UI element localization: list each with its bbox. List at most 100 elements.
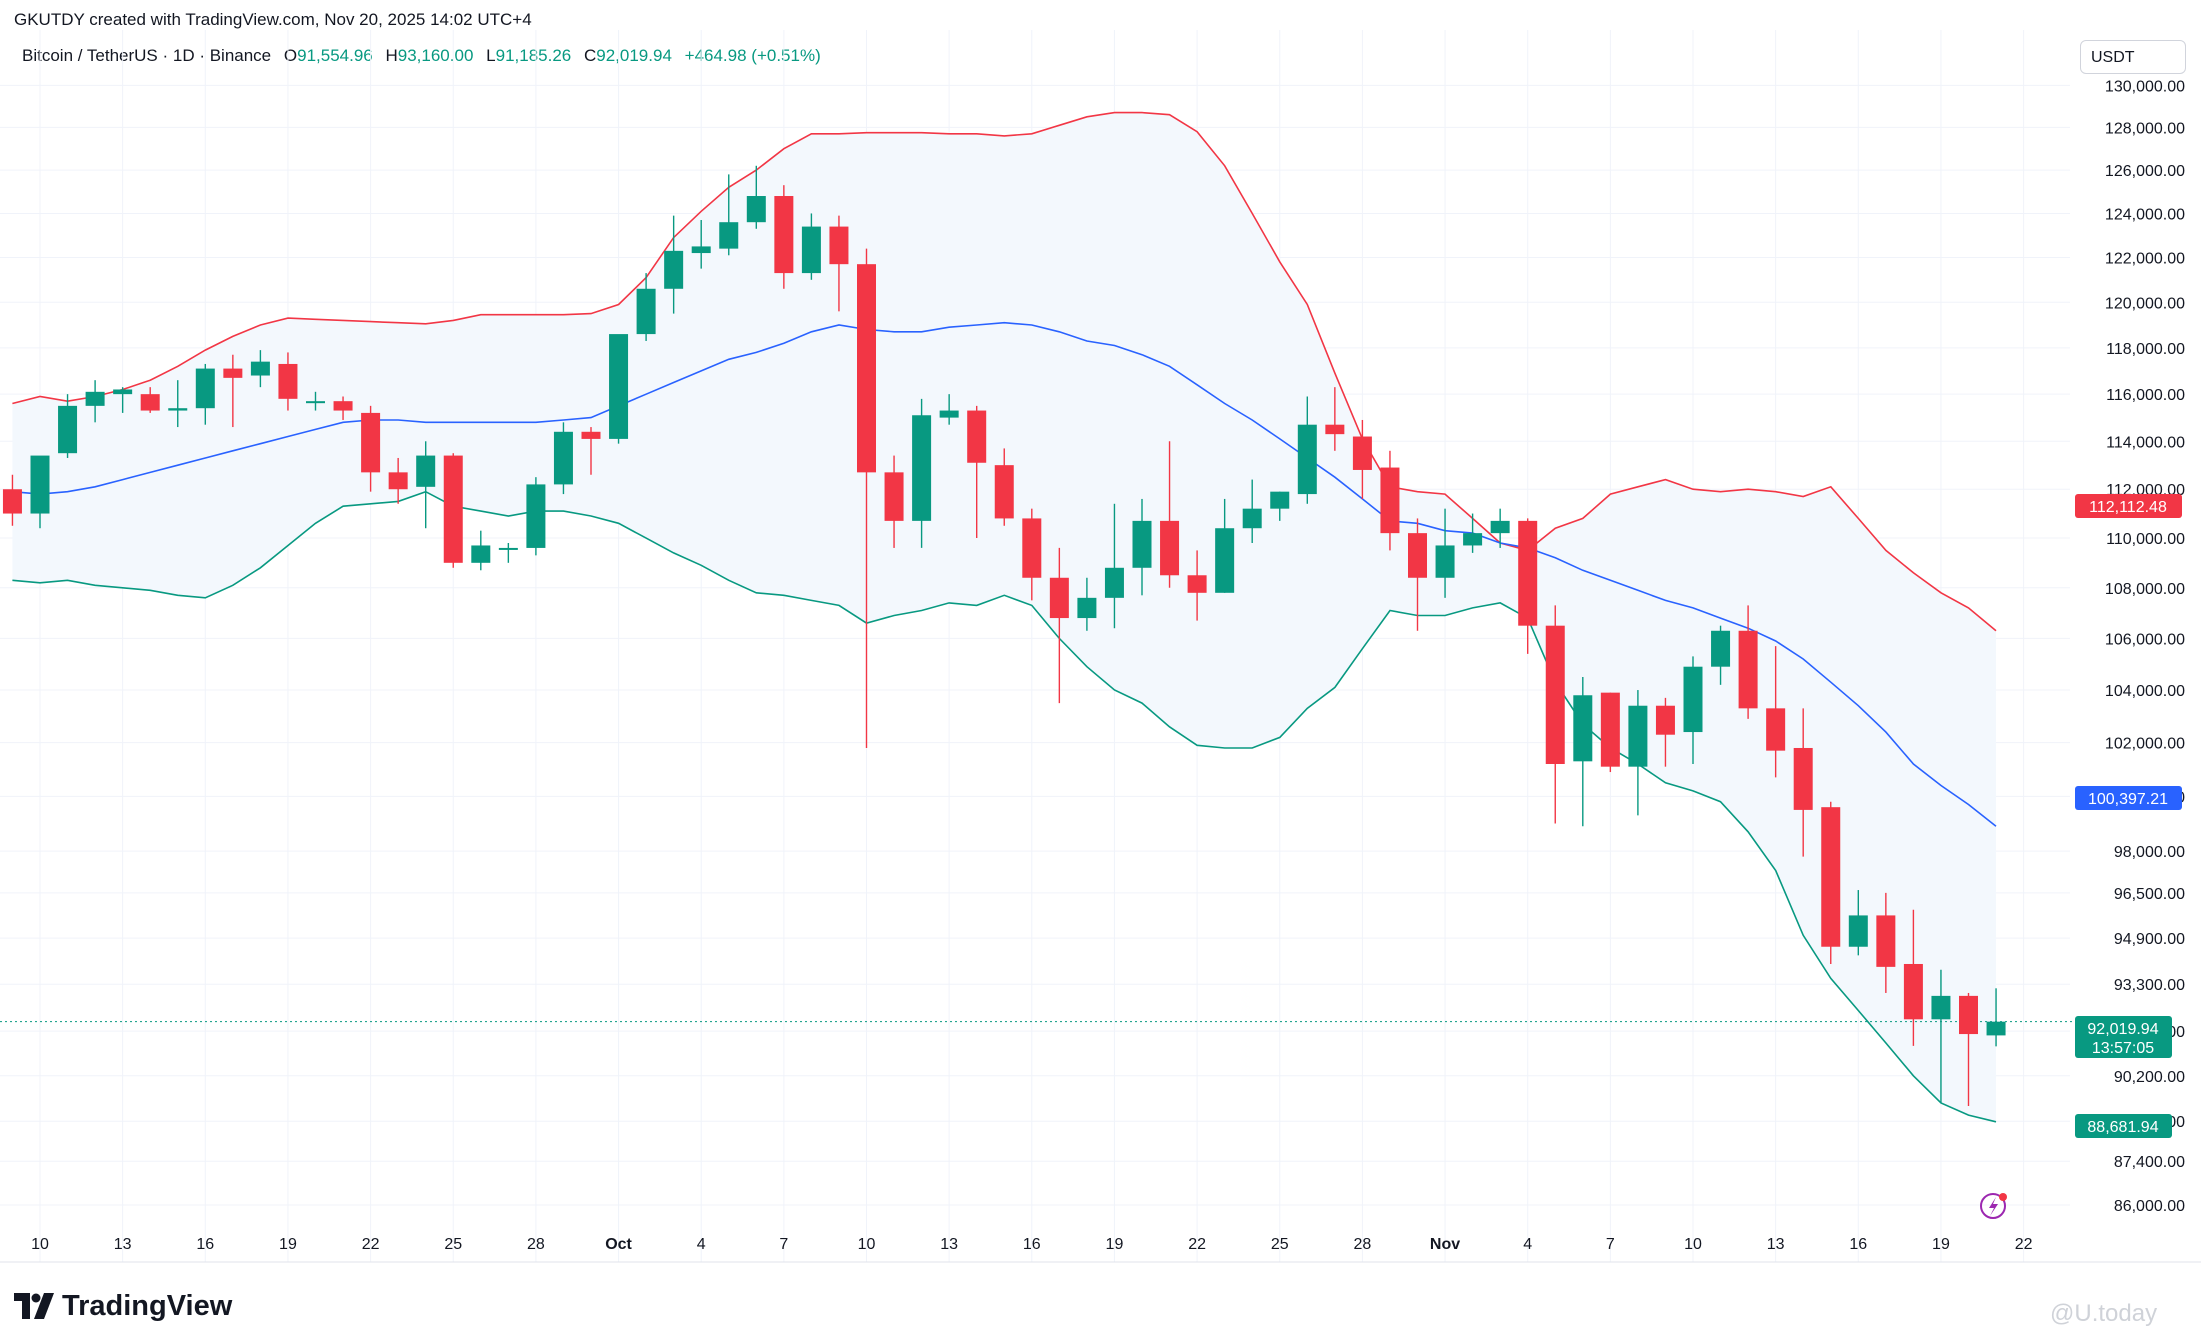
candle: [1821, 801, 1841, 964]
time-tick-label: 25: [1271, 1236, 1289, 1253]
candle: [1959, 992, 1978, 1107]
candle: [581, 427, 601, 475]
candle-body: [967, 410, 987, 463]
chart-caption: GKUTDY created with TradingView.com, Nov…: [14, 10, 532, 29]
candle-body: [306, 401, 325, 404]
candle-body: [581, 431, 601, 439]
candle: [1876, 892, 1896, 993]
candle-body: [609, 334, 629, 439]
price-tick-label: 130,000.00: [2105, 78, 2185, 95]
candle-body: [1573, 695, 1593, 762]
watermark: @U.today: [2050, 1300, 2158, 1327]
tradingview-logo-icon: [14, 1293, 54, 1319]
candle-body: [746, 196, 766, 223]
candle: [443, 453, 463, 568]
time-tick-label: 25: [444, 1236, 462, 1253]
candle: [1766, 646, 1786, 778]
time-tick-label: 13: [940, 1236, 958, 1253]
candle-body: [416, 455, 436, 487]
candle-body: [1270, 491, 1290, 509]
candle: [719, 174, 739, 256]
candle-body: [664, 250, 684, 289]
candle-body: [1545, 625, 1565, 764]
price-tick-label: 114,000.00: [2106, 434, 2185, 451]
tradingview-brand[interactable]: TradingView: [14, 1286, 232, 1326]
time-tick-label: 16: [196, 1236, 214, 1253]
candle-body: [1848, 915, 1868, 947]
candle-body: [1049, 577, 1069, 619]
candle-body: [829, 226, 849, 265]
candle-body: [801, 226, 821, 274]
candle: [306, 391, 325, 411]
candle: [636, 273, 656, 341]
candle-body: [250, 361, 270, 376]
time-tick-label: 4: [1523, 1236, 1532, 1253]
candle: [884, 455, 904, 548]
close-value: 92,019.94: [596, 46, 672, 65]
price-tick-label: 98,000.00: [2114, 844, 2185, 861]
candle-body: [2, 489, 22, 514]
candle-body: [361, 412, 381, 473]
high-key: H: [385, 46, 398, 65]
time-tick-label: 28: [1354, 1236, 1372, 1253]
bollinger-lower-line: [12, 490, 1997, 1123]
candle-body: [1518, 520, 1538, 626]
candle: [857, 248, 876, 748]
price-tick-label: 96,500.00: [2114, 886, 2185, 903]
candle: [526, 477, 546, 556]
candle-body: [1380, 467, 1400, 534]
candle-body: [113, 389, 133, 395]
symbol-legend[interactable]: Bitcoin / TetherUS · 1D · Binance O91,55…: [22, 46, 821, 66]
candle-body: [1297, 424, 1317, 495]
time-tick-label: Nov: [1430, 1236, 1460, 1253]
candle-body: [58, 405, 78, 454]
time-tick-label: 22: [1188, 1236, 1206, 1253]
time-axis[interactable]: 10 13 16 19 22 25 28 Oct 4 7 10 13 16 19 22 25 28 Nov 4 7 10…: [31, 1236, 2032, 1253]
time-tick-label: 10: [1684, 1236, 1702, 1253]
candle: [1132, 498, 1152, 596]
candle-body: [168, 408, 188, 411]
lightning-bolt-icon[interactable]: [1980, 1193, 2007, 1219]
time-tick-label: 19: [1106, 1236, 1124, 1253]
candle-body: [912, 415, 932, 521]
candle-body: [1104, 567, 1124, 598]
candle-body: [857, 264, 876, 473]
candle: [113, 387, 133, 413]
candle-body: [1325, 424, 1345, 435]
candle: [1490, 508, 1510, 548]
candle: [223, 354, 243, 428]
candle: [85, 380, 105, 423]
candle: [994, 448, 1014, 526]
candle: [774, 185, 794, 289]
candle-body: [30, 455, 50, 514]
candle: [1711, 625, 1731, 685]
time-tick-label: 10: [31, 1236, 49, 1253]
price-tick-label: 126,000.00: [2105, 163, 2185, 180]
candle: [1352, 419, 1372, 499]
candle-body: [1655, 705, 1675, 735]
price-tick-label: 104,000.00: [2105, 683, 2185, 700]
bollinger-upper-line: [12, 111, 1997, 632]
candle: [1600, 692, 1620, 773]
candle: [1325, 387, 1345, 451]
candle: [1022, 508, 1042, 601]
candle: [140, 387, 160, 413]
price-tick-label: 93,300.00: [2114, 977, 2185, 994]
bollinger-band-fill: [12, 112, 1996, 1122]
price-tick-label: 110,000.00: [2106, 531, 2185, 548]
candle: [801, 213, 821, 280]
candle-body: [994, 465, 1014, 519]
candle: [471, 530, 491, 571]
candle-body: [1160, 520, 1180, 576]
candle: [1848, 890, 1868, 956]
candle-body: [774, 196, 794, 274]
candle: [553, 422, 573, 495]
currency-selector[interactable]: USDT: [2080, 40, 2186, 74]
price-tick-label: 102,000.00: [2105, 736, 2185, 753]
change-value: +464.98 (+0.51%): [684, 46, 821, 65]
candle: [416, 441, 436, 529]
price-tick-label: 106,000.00: [2105, 631, 2185, 648]
candle: [1793, 708, 1813, 857]
candle-body: [1711, 630, 1731, 667]
